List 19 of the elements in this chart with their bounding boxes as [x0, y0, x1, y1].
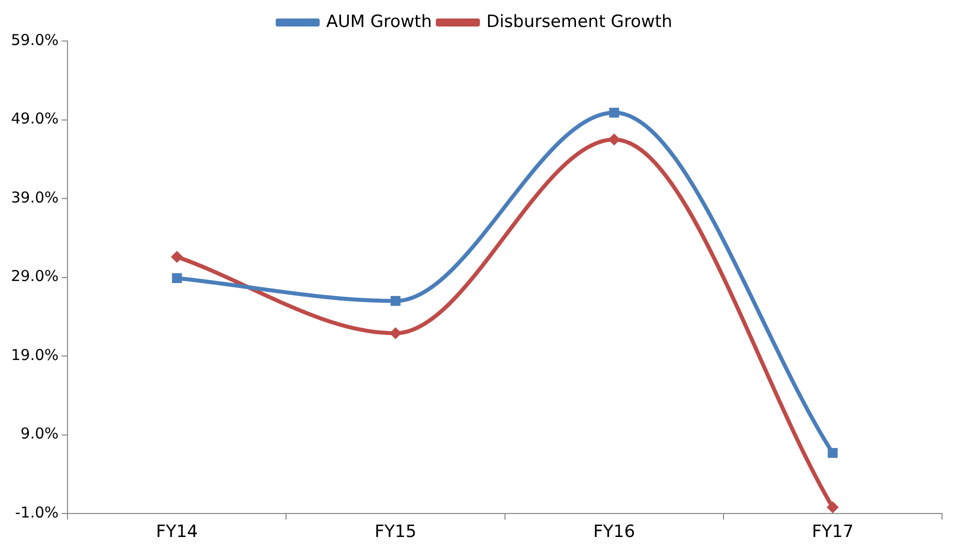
- x-tick-label: FY14: [156, 522, 198, 542]
- y-tick-label: 59.0%: [10, 30, 59, 49]
- point: [609, 108, 620, 118]
- point: [826, 501, 839, 514]
- legend-label: Disbursement Growth: [486, 12, 672, 32]
- point: [390, 296, 400, 306]
- y-tick-label: 9.0%: [20, 424, 59, 443]
- y-tick-label: 19.0%: [10, 346, 59, 364]
- x-tick-label: FY17: [812, 522, 854, 542]
- point: [172, 273, 182, 284]
- y-tick-label: 49.0%: [10, 110, 59, 128]
- x-tick-label: FY16: [593, 522, 636, 542]
- y-tick-label: -1.0%: [15, 503, 59, 522]
- legend-label: AUM Growth: [326, 12, 432, 32]
- point: [170, 250, 183, 263]
- y-tick-label: 39.0%: [10, 188, 59, 206]
- point: [828, 448, 838, 458]
- x-tick-label: FY15: [374, 522, 416, 542]
- y-tick-label: 29.0%: [10, 267, 59, 286]
